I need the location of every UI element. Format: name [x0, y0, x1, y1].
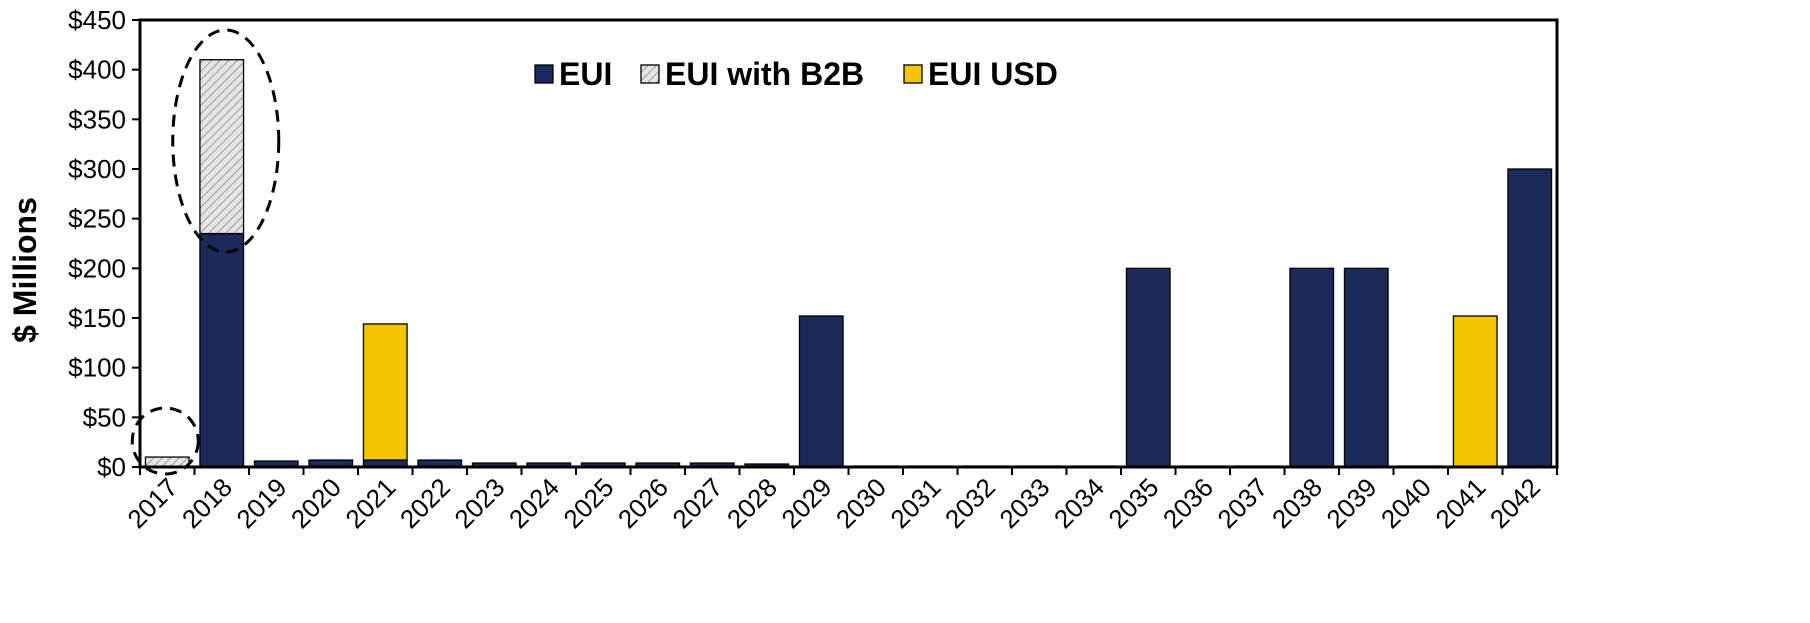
- bar-eui-2042: [1507, 168, 1553, 468]
- y-tick-label: $250: [68, 204, 126, 234]
- x-tick-label: 2040: [1375, 472, 1437, 534]
- x-tick-label: 2017: [121, 472, 183, 534]
- x-tick-label: 2020: [285, 472, 347, 534]
- x-tick-label: 2030: [830, 472, 892, 534]
- x-tick-label: 2036: [1157, 472, 1219, 534]
- bar-eui-usd-2021: [362, 323, 408, 461]
- bar-eui-2038: [1289, 267, 1335, 468]
- legend-swatch-eui-with-b2b: [640, 64, 660, 84]
- x-tick-label: 2023: [448, 472, 510, 534]
- x-tick-label: 2039: [1320, 472, 1382, 534]
- y-tick-label: $400: [68, 55, 126, 85]
- bar-eui-with-b2b-2018: [199, 59, 245, 235]
- annotation-ellipse-2018: [171, 28, 281, 254]
- x-tick-label: 2037: [1211, 472, 1273, 534]
- x-tick-label: 2028: [721, 472, 783, 534]
- x-tick-label: 2024: [503, 472, 565, 534]
- plot-bars: [144, 59, 1553, 468]
- bar-eui-2039: [1343, 267, 1389, 468]
- x-tick-label: 2034: [1048, 472, 1110, 534]
- x-tick-label: 2038: [1266, 472, 1328, 534]
- x-tick-label: 2022: [394, 472, 456, 534]
- y-tick-label: $150: [68, 303, 126, 333]
- x-tick-label: 2018: [176, 472, 238, 534]
- x-axis: 2017201820192020202120222023202420252026…: [121, 467, 1558, 534]
- y-tick-label: $50: [83, 402, 126, 432]
- legend-swatch-eui: [534, 64, 554, 84]
- bar-eui-2035: [1125, 267, 1171, 468]
- x-tick-label: 2021: [339, 472, 401, 534]
- legend: EUI EUI with B2B EUI USD: [534, 56, 1058, 92]
- y-tick-label: $200: [68, 253, 126, 283]
- x-tick-label: 2029: [775, 472, 837, 534]
- legend-label-eui-usd: EUI USD: [928, 56, 1058, 92]
- x-tick-label: 2026: [612, 472, 674, 534]
- legend-label-eui: EUI: [559, 56, 612, 92]
- bar-eui-usd-2041: [1452, 315, 1498, 468]
- x-tick-label: 2031: [884, 472, 946, 534]
- x-tick-label: 2042: [1484, 472, 1546, 534]
- y-tick-label: $450: [68, 5, 126, 35]
- annotations: [130, 28, 281, 476]
- x-tick-label: 2025: [557, 472, 619, 534]
- y-tick-label: $0: [97, 452, 126, 482]
- x-tick-label: 2019: [230, 472, 292, 534]
- x-tick-label: 2035: [1102, 472, 1164, 534]
- bar-eui-2018: [199, 232, 245, 468]
- x-tick-label: 2033: [993, 472, 1055, 534]
- x-tick-label: 2032: [939, 472, 1001, 534]
- y-tick-label: $300: [68, 154, 126, 184]
- x-tick-label: 2027: [666, 472, 728, 534]
- y-tick-label: $350: [68, 104, 126, 134]
- legend-label-eui-with-b2b: EUI with B2B: [665, 56, 864, 92]
- annotation-ellipse-2017: [130, 406, 200, 476]
- x-tick-label: 2041: [1429, 472, 1491, 534]
- legend-swatch-eui-usd: [903, 64, 923, 84]
- y-axis: $0 $50 $100 $150 $200 $250 $300 $350 $400 $450: [68, 5, 140, 482]
- bar-eui-2029: [798, 315, 844, 468]
- y-tick-label: $100: [68, 353, 126, 383]
- y-axis-label: $ Millions: [7, 197, 43, 343]
